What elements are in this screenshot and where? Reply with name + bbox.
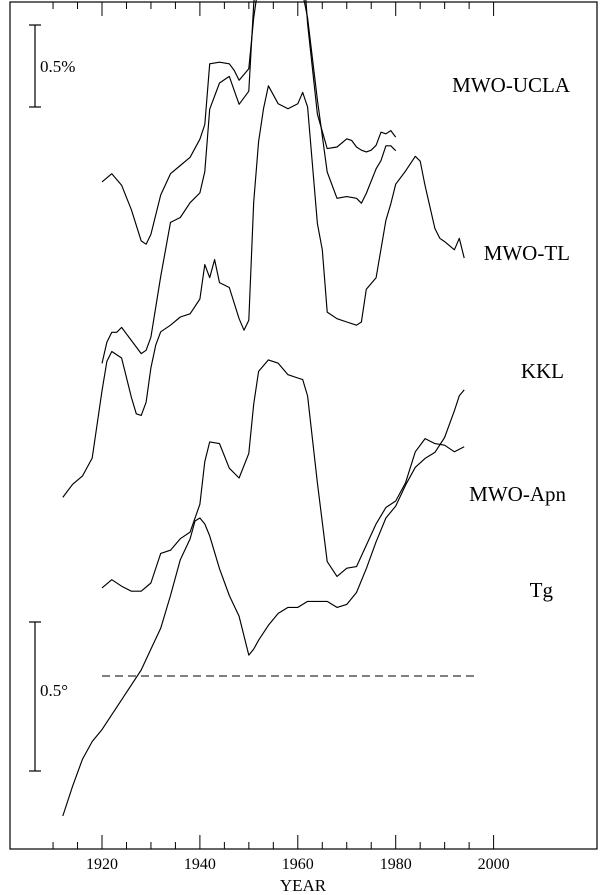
scale-bar-percent-label: 0.5% — [40, 57, 75, 76]
series-label-kkl: KKL — [521, 359, 564, 383]
series-label-mwo-apn: MWO-Apn — [469, 482, 566, 506]
scale-bar-degree-label: 0.5° — [40, 681, 68, 700]
plot-frame — [9, 1, 598, 850]
x-tick-label: 1980 — [380, 856, 412, 873]
x-axis-label: YEAR — [280, 876, 327, 895]
x-axis-tick-labels: 1920 1940 1960 1980 2000 — [86, 856, 510, 873]
x-tick-label: 1920 — [86, 856, 118, 873]
series-label-tg: Tg — [530, 578, 554, 602]
series-line-mwo-apn — [101, 359, 465, 592]
series-label-mwo-tl: MWO-TL — [484, 241, 570, 265]
scale-bar-percent: 0.5% — [29, 24, 75, 108]
x-axis-ticks — [52, 2, 495, 849]
x-tick-label: 1940 — [184, 856, 216, 873]
series-line-kkl — [62, 85, 465, 498]
scale-bar-degree: 0.5° — [29, 621, 68, 772]
x-tick-label: 2000 — [478, 856, 510, 873]
series-line-mwo-tl — [101, 0, 397, 364]
series-line-mwo-ucla — [101, 0, 397, 245]
series-label-mwo-ucla: MWO-UCLA — [452, 73, 571, 97]
series-labels: MWO-UCLA MWO-TL KKL MWO-Apn Tg — [452, 73, 571, 602]
series-lines — [62, 0, 465, 817]
x-tick-label: 1960 — [282, 856, 314, 873]
series-line-tg — [62, 389, 465, 817]
